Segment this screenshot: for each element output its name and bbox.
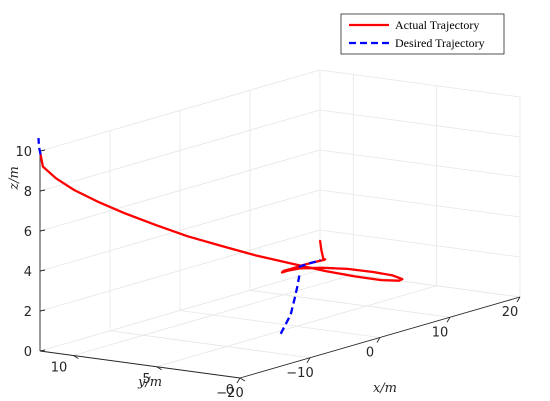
floor-grid-y bbox=[73, 274, 354, 356]
back-grid-z bbox=[39, 69, 321, 152]
back-grid-z bbox=[39, 109, 321, 192]
back-grid-z bbox=[39, 229, 321, 312]
side-grid-z bbox=[319, 189, 521, 218]
x-tick-label: −20 bbox=[216, 386, 243, 401]
legend-label-actual: Actual Trajectory bbox=[395, 18, 479, 32]
y-tick-label: 5 bbox=[142, 372, 150, 387]
y-axis-label: y/m bbox=[137, 375, 162, 390]
x-tick bbox=[306, 357, 311, 363]
x-tick bbox=[376, 337, 381, 343]
desired-trajectory-overlay bbox=[298, 258, 321, 268]
side-grid-z bbox=[319, 109, 521, 138]
x-tick bbox=[516, 296, 521, 303]
z-tick bbox=[39, 309, 46, 312]
back-grid-z bbox=[39, 269, 321, 352]
y-tick bbox=[156, 366, 162, 371]
back-grid-z bbox=[39, 189, 321, 272]
floor-grid-x bbox=[109, 330, 311, 359]
z-tick-label: 0 bbox=[24, 345, 32, 360]
series-layer bbox=[37, 138, 404, 335]
x-tick bbox=[236, 377, 241, 384]
y-tick bbox=[239, 377, 246, 382]
x-tick bbox=[446, 317, 451, 323]
back-grid-z bbox=[39, 149, 321, 232]
z-tick bbox=[39, 349, 46, 352]
y-tick-label: 0 bbox=[226, 383, 234, 398]
floor-grid-y bbox=[156, 285, 437, 368]
x-tick-label: 0 bbox=[366, 346, 374, 361]
side-grid-z bbox=[319, 69, 521, 98]
x-tick-label: 20 bbox=[502, 305, 519, 320]
y-tick bbox=[73, 355, 79, 359]
z-tick-label: 10 bbox=[15, 145, 32, 160]
z-tick bbox=[39, 269, 46, 272]
z-tick-label: 4 bbox=[24, 265, 32, 280]
side-grid-z bbox=[319, 269, 521, 298]
side-grid-z bbox=[319, 229, 521, 258]
desired-trajectory-line-2 bbox=[279, 275, 301, 335]
z-tick-label: 6 bbox=[24, 225, 32, 240]
tick-marks: −20 −10 0 10 20 0 5 10 0 2 4 6 8 10 bbox=[15, 145, 521, 401]
actual-trajectory-line bbox=[39, 153, 404, 282]
z-axis-label: z/m bbox=[7, 166, 22, 191]
x-tick-label: 10 bbox=[432, 325, 449, 340]
x-axis-label: x/m bbox=[373, 381, 397, 396]
floor-grid-x bbox=[249, 289, 451, 318]
legend-label-desired: Desired Trajectory bbox=[395, 36, 485, 50]
floor-grid-x bbox=[179, 310, 381, 338]
z-tick bbox=[39, 189, 46, 192]
z-tick-label: 2 bbox=[24, 305, 32, 320]
legend-box bbox=[340, 13, 505, 55]
y-axis-line bbox=[39, 350, 241, 379]
z-tick-label: 8 bbox=[24, 185, 32, 200]
y-tick-label: 10 bbox=[51, 361, 68, 376]
desired-trajectory-line-1 bbox=[37, 138, 42, 155]
z-tick bbox=[39, 229, 46, 232]
legend: Actual Trajectory Desired Trajectory bbox=[340, 13, 505, 55]
x-tick-label: −10 bbox=[286, 366, 313, 381]
side-grid-z bbox=[319, 149, 521, 178]
